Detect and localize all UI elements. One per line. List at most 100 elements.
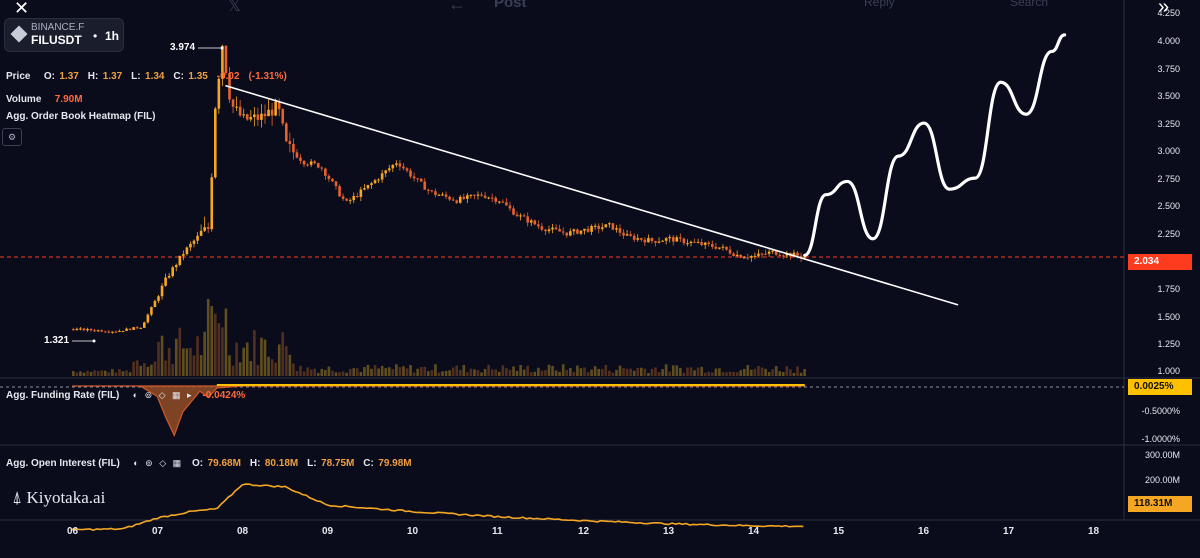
volume-bar [643,368,647,376]
reply-button[interactable]: Reply [864,0,895,9]
candle-body [753,255,757,257]
volume-bar [345,372,348,376]
x-axis-tick: 14 [748,526,760,537]
candle-body [164,277,167,286]
candle-body [338,186,341,197]
volume-bar [377,368,380,376]
candle-body [377,179,380,181]
back-arrow-icon[interactable]: ← [448,0,466,14]
volume-bar [693,370,696,376]
candle-body [125,328,128,331]
funding-rate-value: -0.0424% [202,390,246,401]
candle-body [625,234,629,236]
candle-body [260,113,263,120]
volume-bar [221,327,224,376]
close-icon[interactable]: ✕ [14,0,30,18]
candle-body [771,250,774,252]
volume-bar [363,367,366,376]
volume-bar [441,371,444,376]
candle-body [600,227,604,229]
candle-body [483,195,487,198]
volume-bar [636,367,640,376]
candle-body [189,243,192,248]
volume-bar [139,365,143,376]
candle-body [203,227,206,231]
ticker-label: FILUSDT [31,33,82,47]
open-interest-line [71,483,804,531]
open-value: 1.37 [59,71,79,82]
volume-bar [416,368,419,376]
volume-bar [455,365,458,376]
price-axis-tick: 3.250 [1157,119,1180,129]
candle-body [196,235,199,241]
candle-body [466,195,469,199]
volume-bar [608,370,611,376]
change-pct: (-1.31%) [248,71,287,82]
price-axis-tick: 1.500 [1157,312,1180,322]
x-axis-tick: 09 [322,526,334,537]
volume-bar [714,368,718,376]
candle-body [214,108,217,178]
volume-bar [89,371,93,376]
candle-body [288,141,292,144]
candle-body [750,256,753,258]
volume-bar [114,372,118,376]
volume-bar [235,342,238,376]
candle-body [547,229,551,232]
volume-bar [103,370,107,376]
candle-body [473,194,476,196]
volume-bar [512,366,515,376]
indicator-icons[interactable]: ◐ ⊚ ◇ ▦ [133,458,184,468]
oi-axis-tick: 300.00M [1144,450,1180,460]
volume-bar [405,368,409,376]
volume-bar [561,364,565,376]
volume-bar [86,370,89,376]
settings-gear-icon[interactable]: ⚙ [2,128,22,146]
candle-body [792,252,796,257]
candle-body [760,253,764,255]
timeframe-label[interactable]: 1h [105,29,120,43]
price-axis-tick: 4.250 [1157,8,1180,18]
candle-body [732,253,735,257]
symbol-selector[interactable]: BINANCE.F FILUSDT • 1h [4,18,124,52]
volume-bar [82,372,86,376]
volume-bar [167,347,171,376]
volume-bar [494,369,498,376]
volume-bar [689,367,693,376]
candle-body [640,238,643,240]
candle-body [707,242,711,245]
candle-body [348,200,352,202]
search-input[interactable]: Search [1010,0,1049,9]
candle-body [150,307,153,315]
volume-bar [324,369,327,376]
volume-bar [526,365,529,376]
indicator-icons[interactable]: ◐ ⊚ ◇ ▦ ▸ [132,390,194,400]
volume-bar [803,369,806,376]
volume-bar [675,365,679,376]
volume-bar [533,371,537,376]
heatmap-label: Agg. Order Book Heatmap (FIL) [6,111,156,122]
candle-body [249,117,253,120]
volume-bar [395,364,398,376]
candle-body [306,164,309,166]
volume-bar [540,370,544,376]
expand-chevrons-icon[interactable]: » [1158,0,1170,18]
candle-body [668,237,671,239]
candle-body [341,196,345,199]
candle-body [608,223,611,225]
candle-body [437,194,441,196]
volume-bar [505,368,508,376]
candle-body [146,314,150,323]
oi-high-label: H: [249,458,261,469]
high-value: 1.37 [102,71,123,82]
x-axis-tick: 07 [152,526,164,537]
price-label: Price [6,71,31,82]
candle-body [345,198,348,201]
volume-bar [771,369,774,376]
volume-bar [707,371,711,376]
volume-bar [171,364,174,376]
volume-bar [430,370,434,376]
candle-body [561,231,565,233]
low-label: L: [131,71,141,82]
